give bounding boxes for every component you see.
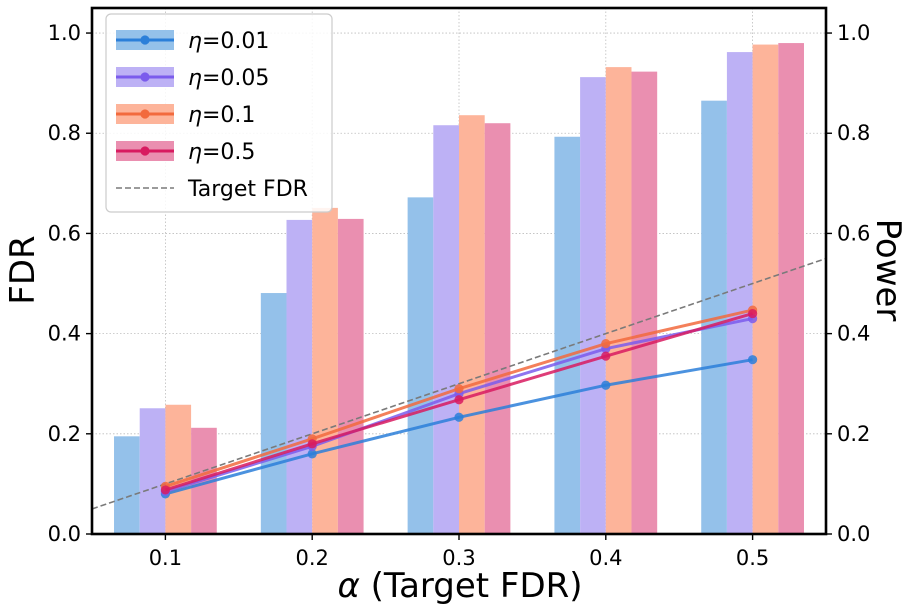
y-tick-label-left-0: 0.0 — [48, 522, 81, 546]
legend-marker-3 — [140, 146, 150, 156]
legend-label-symbol-1: η — [188, 66, 202, 91]
legend-marker-0 — [140, 35, 150, 45]
y-tick-label-left-5: 1.0 — [48, 21, 81, 45]
x-tick-label-1: 0.2 — [295, 546, 328, 570]
power-bars — [114, 43, 804, 535]
legend-label-value-1: =0.05 — [202, 66, 269, 91]
legend-label-3: η=0.5 — [188, 140, 255, 165]
x-axis-title-text: (Target FDR) — [360, 566, 583, 606]
legend-frame — [105, 13, 333, 213]
fdr-point-s2-c2 — [454, 384, 464, 394]
y-tick-label-left-2: 0.4 — [48, 322, 81, 346]
y-tick-label-right-2: 0.4 — [837, 322, 870, 346]
y-tick-label-right-0: 0.0 — [837, 522, 870, 546]
fdr-point-s0-c1 — [307, 449, 317, 459]
y-tick-label-right-1: 0.2 — [837, 422, 870, 446]
legend-label-value-3: =0.5 — [202, 140, 255, 165]
y-axis-title-left: FDR — [3, 235, 43, 304]
legend-marker-1 — [140, 72, 150, 82]
power-bar-s1-c1 — [286, 219, 313, 534]
power-bar-s1-c2 — [433, 125, 459, 535]
fdr-point-s3-c1 — [307, 439, 317, 449]
power-bar-s1-c4 — [726, 52, 753, 535]
legend-label-symbol-2: η — [188, 103, 202, 128]
x-tick-label-3: 0.4 — [589, 546, 622, 570]
power-bar-s1-c0 — [139, 408, 166, 534]
target-fdr-line-group — [91, 257, 827, 510]
target-fdr-line — [91, 257, 827, 510]
power-bar-s2-c3 — [605, 67, 632, 535]
power-bar-s0-c3 — [554, 136, 581, 535]
power-bar-s2-c1 — [312, 207, 338, 534]
power-bar-s0-c2 — [407, 197, 434, 535]
fdr-point-s0-c2 — [454, 412, 464, 422]
power-bar-s3-c3 — [631, 71, 658, 535]
legend-label-1: η=0.05 — [188, 66, 269, 91]
x-tick-label-4: 0.5 — [736, 546, 769, 570]
power-bar-s0-c0 — [114, 436, 140, 534]
x-tick-label-0: 0.1 — [149, 546, 182, 570]
power-bar-s1-c3 — [580, 77, 606, 534]
y-axis-title-right: Power — [868, 219, 908, 322]
legend-label-value-2: =0.1 — [202, 103, 255, 128]
legend-label-0: η=0.01 — [188, 29, 269, 54]
power-bar-s2-c0 — [165, 404, 192, 534]
axis-ticks: 0.0 0.0 0.2 0.2 0.4 0.4 0.6 0.6 0.8 0.8 1.0 1.0 0.1 0… — [48, 21, 871, 570]
x-tick-label-2: 0.3 — [442, 546, 475, 570]
fdr-point-s0-c4 — [748, 355, 758, 365]
legend-label-value-0: =0.01 — [202, 29, 269, 54]
power-bar-s3-c4 — [778, 43, 804, 535]
legend-label-symbol-3: η — [188, 140, 202, 165]
y-tick-label-right-4: 0.8 — [837, 121, 870, 145]
fdr-point-s3-c4 — [748, 308, 758, 319]
x-axis-title-symbol: α — [337, 566, 359, 606]
legend-label-symbol-0: η — [188, 29, 202, 54]
fdr-point-s2-c3 — [601, 339, 611, 349]
fdr-point-s3-c2 — [454, 395, 464, 405]
power-bar-s0-c1 — [260, 293, 287, 534]
legend-marker-2 — [140, 109, 150, 119]
y-tick-label-right-5: 1.0 — [837, 21, 870, 45]
fdr-point-s3-c3 — [601, 351, 611, 361]
y-tick-label-left-1: 0.2 — [48, 422, 81, 446]
legend-label-target: Target FDR — [187, 177, 308, 202]
fdr-lines — [160, 305, 758, 499]
y-tick-label-right-3: 0.6 — [837, 221, 870, 245]
fdr-point-s3-c0 — [160, 485, 170, 495]
y-tick-label-left-4: 0.8 — [48, 121, 81, 145]
y-tick-label-left-3: 0.6 — [48, 221, 81, 245]
power-bar-s3-c2 — [484, 123, 511, 534]
power-bar-s3-c1 — [337, 218, 364, 535]
fdr-point-s0-c3 — [601, 380, 611, 390]
power-bar-s2-c4 — [752, 44, 779, 535]
legend-label-2: η=0.1 — [188, 103, 255, 128]
x-axis-title: α (Target FDR) — [337, 566, 582, 606]
power-bar-s2-c2 — [459, 115, 485, 535]
